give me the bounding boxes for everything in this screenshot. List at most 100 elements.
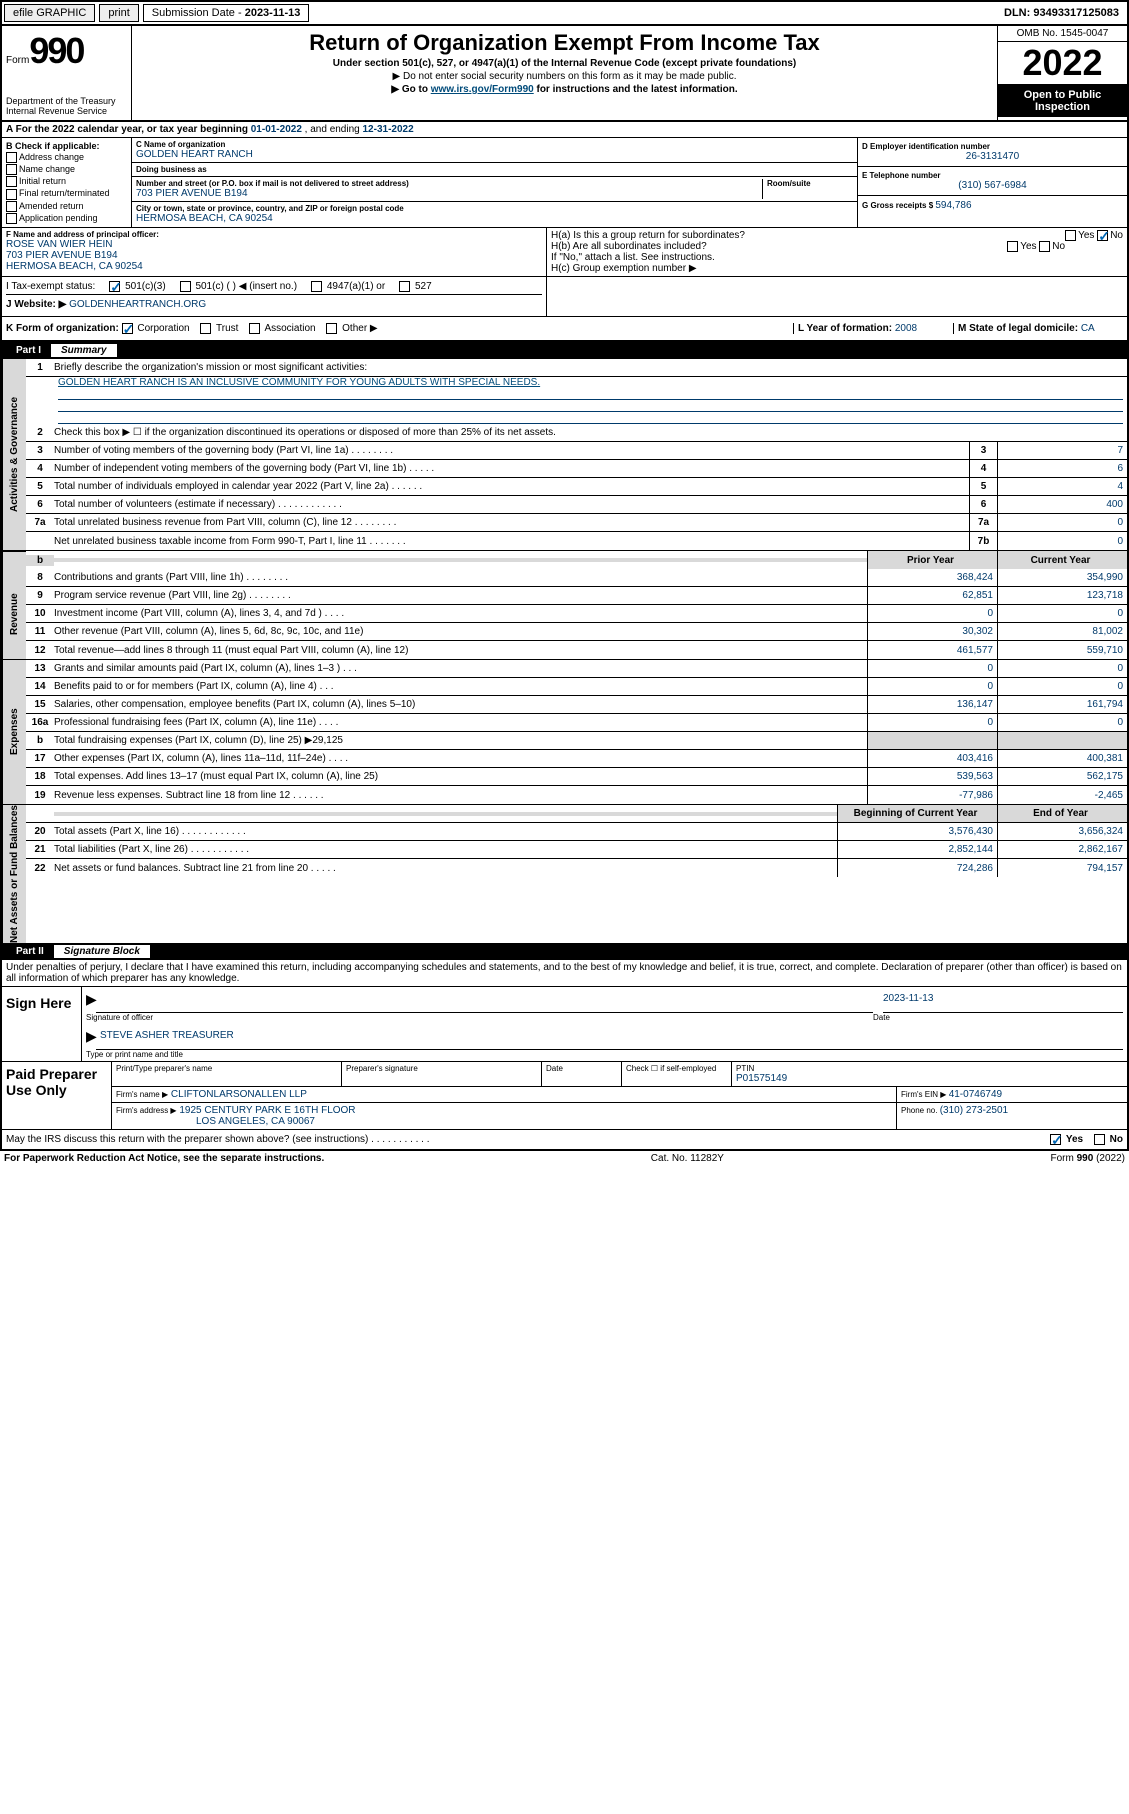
- check-address-change[interactable]: Address change: [6, 152, 127, 163]
- check-corp[interactable]: [122, 323, 133, 334]
- section-revenue: Revenue 8Contributions and grants (Part …: [2, 569, 1127, 660]
- pra-notice: For Paperwork Reduction Act Notice, see …: [4, 1153, 324, 1164]
- submission-date: Submission Date - 2023-11-13: [143, 4, 310, 22]
- sign-here-label: Sign Here: [2, 987, 82, 1061]
- section-col-headers: b Prior Year Current Year: [2, 551, 1127, 569]
- discuss-no[interactable]: [1094, 1134, 1105, 1145]
- check-amended[interactable]: Amended return: [6, 201, 127, 212]
- org-name: GOLDEN HEART RANCH: [136, 149, 853, 160]
- website: GOLDENHEARTRANCH.ORG: [69, 299, 206, 310]
- table-row: 16aProfessional fundraising fees (Part I…: [26, 714, 1127, 732]
- year-formation: 2008: [895, 323, 917, 334]
- form-header: Form990 Department of the Treasury Inter…: [2, 26, 1127, 122]
- dept-treasury: Department of the Treasury Internal Reve…: [6, 96, 127, 116]
- tax-year: 2022: [998, 42, 1127, 85]
- check-527[interactable]: [399, 281, 410, 292]
- table-row: 15Salaries, other compensation, employee…: [26, 696, 1127, 714]
- ha-yes[interactable]: [1065, 230, 1076, 241]
- table-row: 8Contributions and grants (Part VIII, li…: [26, 569, 1127, 587]
- phone-label: E Telephone number: [862, 171, 1123, 180]
- table-row: 19Revenue less expenses. Subtract line 1…: [26, 786, 1127, 804]
- table-row: 5Total number of individuals employed in…: [26, 478, 1127, 496]
- table-row: 21Total liabilities (Part X, line 26) . …: [26, 841, 1127, 859]
- table-row: 7aTotal unrelated business revenue from …: [26, 514, 1127, 532]
- hb-no[interactable]: [1039, 241, 1050, 252]
- form-990-page: efile GRAPHIC print Submission Date - 20…: [0, 0, 1129, 1151]
- check-501c3[interactable]: [109, 281, 120, 292]
- side-netassets: Net Assets or Fund Balances: [2, 805, 26, 943]
- table-row: 18Total expenses. Add lines 13–17 (must …: [26, 768, 1127, 786]
- check-trust[interactable]: [200, 323, 211, 334]
- sig-date-label: Date: [873, 1013, 1123, 1022]
- website-label: J Website: ▶: [6, 299, 66, 310]
- row-i-j: I Tax-exempt status: 501(c)(3) 501(c) ( …: [2, 277, 1127, 317]
- form-number: 990: [29, 30, 83, 72]
- discuss-yes[interactable]: [1050, 1134, 1061, 1145]
- phone: (310) 567-6984: [862, 180, 1123, 191]
- check-initial-return[interactable]: Initial return: [6, 176, 127, 187]
- table-row: 9Program service revenue (Part VIII, lin…: [26, 587, 1127, 605]
- beg-year-hdr: Beginning of Current Year: [837, 805, 997, 822]
- omb-number: OMB No. 1545-0047: [998, 26, 1127, 42]
- check-final-return[interactable]: Final return/terminated: [6, 188, 127, 199]
- section-expenses: Expenses 13Grants and similar amounts pa…: [2, 660, 1127, 805]
- firm-name: CLIFTONLARSONALLEN LLP: [171, 1089, 307, 1100]
- row-a-taxyear: A For the 2022 calendar year, or tax yea…: [2, 122, 1127, 138]
- row-k-l-m: K Form of organization: Corporation Trus…: [2, 317, 1127, 342]
- hc-label: H(c) Group exemption number ▶: [551, 263, 1123, 274]
- side-activities: Activities & Governance: [2, 359, 26, 550]
- row-f-h: F Name and address of principal officer:…: [2, 228, 1127, 277]
- officer-addr2: HERMOSA BEACH, CA 90254: [6, 261, 542, 272]
- table-row: 10Investment income (Part VIII, column (…: [26, 605, 1127, 623]
- box-f: F Name and address of principal officer:…: [2, 228, 547, 276]
- firm-ein: 41-0746749: [949, 1089, 1002, 1100]
- form-id-block: Form990 Department of the Treasury Inter…: [2, 26, 132, 120]
- dln: DLN: 93493317125083: [996, 5, 1127, 21]
- state-domicile: CA: [1081, 323, 1095, 334]
- main-title: Return of Organization Exempt From Incom…: [136, 30, 993, 56]
- end-year-hdr: End of Year: [997, 805, 1127, 822]
- check-501c[interactable]: [180, 281, 191, 292]
- check-name-change[interactable]: Name change: [6, 164, 127, 175]
- print-button[interactable]: print: [99, 4, 138, 22]
- paid-preparer: Paid Preparer Use Only Print/Type prepar…: [2, 1061, 1127, 1129]
- prep-label: Paid Preparer Use Only: [2, 1062, 112, 1129]
- sign-here-row: Sign Here ▶ Signature of officer 2023-11…: [2, 986, 1127, 1061]
- city: HERMOSA BEACH, CA 90254: [136, 213, 853, 224]
- firm-phone: (310) 273-2501: [940, 1105, 1008, 1116]
- table-row: 6Total number of volunteers (estimate if…: [26, 496, 1127, 514]
- check-app-pending[interactable]: Application pending: [6, 213, 127, 224]
- ha-no[interactable]: [1097, 230, 1108, 241]
- gross-receipts: 594,786: [935, 200, 971, 211]
- sig-officer-label: Signature of officer: [86, 1013, 873, 1022]
- omb-year-block: OMB No. 1545-0047 2022 Open to Public In…: [997, 26, 1127, 120]
- current-year-hdr: Current Year: [997, 551, 1127, 569]
- check-other[interactable]: [326, 323, 337, 334]
- section-activities: Activities & Governance 1Briefly describ…: [2, 359, 1127, 551]
- hb-note: If "No," attach a list. See instructions…: [551, 252, 1123, 263]
- table-row: 11Other revenue (Part VIII, column (A), …: [26, 623, 1127, 641]
- table-row: Net unrelated business taxable income fr…: [26, 532, 1127, 550]
- subtitle-2: ▶ Do not enter social security numbers o…: [136, 71, 993, 82]
- table-row: 20Total assets (Part X, line 16) . . . .…: [26, 823, 1127, 841]
- firm-addr1: 1925 CENTURY PARK E 16TH FLOOR: [179, 1105, 355, 1116]
- subtitle-3: ▶ Go to www.irs.gov/Form990 for instruct…: [136, 84, 993, 95]
- room-label: Room/suite: [767, 179, 853, 188]
- check-4947[interactable]: [311, 281, 322, 292]
- subtitle-1: Under section 501(c), 527, or 4947(a)(1)…: [136, 58, 993, 69]
- side-revenue: Revenue: [2, 569, 26, 659]
- officer-name: ROSE VAN WIER HEIN: [6, 239, 542, 250]
- tax-status-label: I Tax-exempt status:: [6, 281, 95, 292]
- check-assoc[interactable]: [249, 323, 260, 334]
- box-h: H(a) Is this a group return for subordin…: [547, 228, 1127, 276]
- table-row: 4Number of independent voting members of…: [26, 460, 1127, 478]
- org-name-label: C Name of organization: [136, 140, 853, 149]
- officer-name-label: Type or print name and title: [86, 1050, 1123, 1059]
- form-title-block: Return of Organization Exempt From Incom…: [132, 26, 997, 120]
- box-c: C Name of organization GOLDEN HEART RANC…: [132, 138, 857, 227]
- table-row: 12Total revenue—add lines 8 through 11 (…: [26, 641, 1127, 659]
- irs-link[interactable]: www.irs.gov/Form990: [431, 84, 534, 95]
- hb-yes[interactable]: [1007, 241, 1018, 252]
- discuss-row: May the IRS discuss this return with the…: [2, 1129, 1127, 1149]
- open-inspection: Open to Public Inspection: [998, 85, 1127, 117]
